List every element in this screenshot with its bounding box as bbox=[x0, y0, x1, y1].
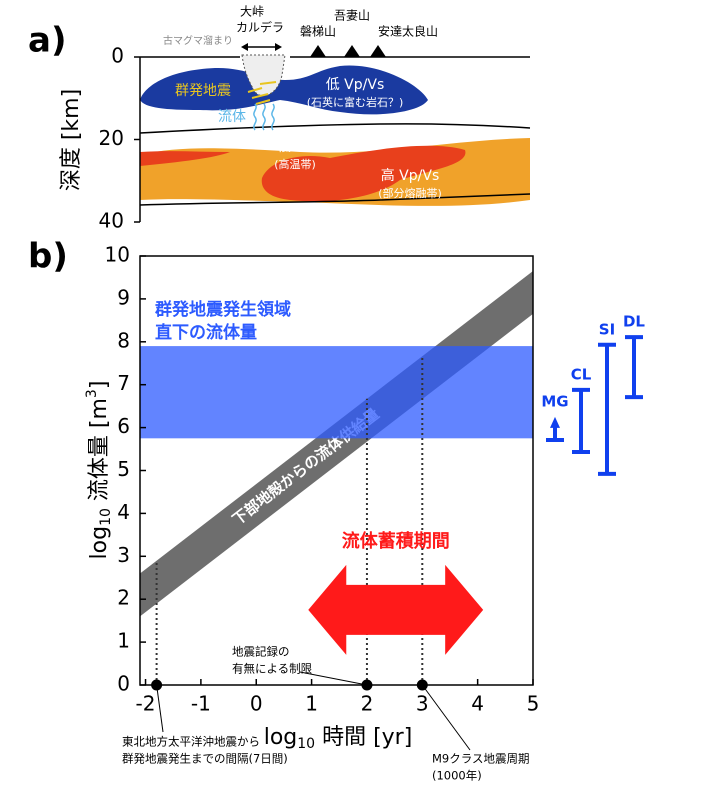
annotation: 地震記録の bbox=[232, 645, 290, 659]
annotation: M9クラス地震周期 bbox=[432, 752, 530, 766]
x-tick-label: -1 bbox=[191, 692, 211, 716]
label: 吾妻山 bbox=[334, 9, 370, 23]
label: (高温帯) bbox=[274, 157, 316, 171]
boundary bbox=[139, 123, 531, 134]
range-label: MG bbox=[541, 392, 568, 410]
label: 高 Vp/Vs bbox=[381, 167, 440, 184]
part: 10 bbox=[297, 736, 315, 752]
range-label: CL bbox=[571, 365, 592, 383]
label: (部分熔融帯) bbox=[378, 186, 442, 200]
x-tick-label: 1 bbox=[305, 692, 318, 716]
y-tick-label: 2 bbox=[117, 586, 130, 610]
arrowhead bbox=[241, 43, 248, 51]
x-tick-label: 0 bbox=[250, 692, 263, 716]
boundary bbox=[139, 193, 531, 206]
label: 安達太良山 bbox=[378, 24, 438, 39]
panel-label: a) bbox=[28, 21, 66, 61]
y-axis-label: log10 流体量 [m3] bbox=[84, 381, 114, 560]
cross-section bbox=[139, 43, 531, 222]
arrowhead bbox=[275, 43, 282, 51]
y-tick-label: 5 bbox=[117, 457, 130, 481]
annotation: (1000年) bbox=[432, 769, 482, 783]
leader bbox=[156, 684, 164, 733]
swarm-marks bbox=[247, 81, 277, 105]
arrow-label: 流体蓄積期間 bbox=[342, 530, 450, 552]
range-label: DL bbox=[623, 313, 645, 331]
part: 時間 [yr] bbox=[315, 725, 412, 750]
part: log bbox=[264, 725, 298, 750]
leader bbox=[421, 684, 471, 751]
y-tick-label: 8 bbox=[117, 328, 130, 352]
panel-label: b) bbox=[28, 237, 68, 277]
y-tick-label: 7 bbox=[117, 371, 130, 395]
part: 10 bbox=[98, 508, 114, 526]
x-axis-label: log10 時間 [yr] bbox=[264, 725, 413, 752]
label: 群発地震 bbox=[175, 83, 231, 99]
label: (石英に富む岩石？) bbox=[307, 95, 404, 109]
label: 低 Vp/Vs bbox=[326, 77, 385, 93]
y-tick-label: 0 bbox=[111, 44, 124, 68]
y-tick-label: 20 bbox=[99, 126, 124, 150]
magma-chamber bbox=[241, 54, 286, 97]
y-tick-label: 3 bbox=[117, 543, 130, 567]
x-tick-label: -2 bbox=[136, 692, 156, 716]
part: 流体量 [m bbox=[87, 398, 112, 508]
y-tick-label: 4 bbox=[117, 500, 130, 524]
leader bbox=[299, 671, 368, 686]
label: カルデラ bbox=[236, 20, 284, 35]
accumulation-arrow bbox=[308, 564, 484, 655]
part: 3 bbox=[84, 389, 100, 398]
annotation: 群発地震発生までの間隔(7日間) bbox=[122, 752, 288, 766]
label: 古マグマ溜まり bbox=[163, 34, 233, 47]
x-tick-label: 4 bbox=[471, 692, 484, 716]
band-label: 群発地震発生領域 bbox=[155, 299, 291, 320]
y-tick-label: 10 bbox=[105, 243, 130, 267]
y-tick-label: 40 bbox=[99, 209, 124, 233]
range-arrow bbox=[550, 416, 560, 428]
y-tick-label: 9 bbox=[117, 285, 130, 309]
x-tick-label: 3 bbox=[416, 692, 429, 716]
label: 流体 bbox=[218, 109, 246, 125]
part: ] bbox=[87, 381, 112, 390]
fluid-marks bbox=[253, 103, 275, 131]
x-tick-label: 2 bbox=[361, 692, 374, 716]
low-vpvs-zone bbox=[140, 65, 428, 115]
y-axis-label: 深度 [km] bbox=[59, 89, 84, 191]
x-tick-label: 5 bbox=[527, 692, 540, 716]
fluid-band bbox=[140, 346, 533, 439]
annotation: 東北地方太平洋沖地震から bbox=[122, 735, 260, 749]
volcanoes bbox=[310, 45, 386, 57]
range-label: SI bbox=[599, 320, 615, 338]
label: 大峠 bbox=[240, 4, 264, 19]
part: log bbox=[87, 526, 112, 560]
melt-zone bbox=[140, 151, 230, 166]
high-vpvs-zone bbox=[261, 145, 466, 202]
label: 磐梯山 bbox=[300, 25, 336, 39]
band-label: 直下の流体量 bbox=[155, 322, 257, 343]
annotation: 有無による制限 bbox=[232, 662, 313, 676]
y-tick-label: 0 bbox=[117, 672, 130, 696]
label: 低 Vs bbox=[277, 139, 312, 155]
y-tick-label: 6 bbox=[117, 414, 130, 438]
y-tick-label: 1 bbox=[117, 629, 130, 653]
